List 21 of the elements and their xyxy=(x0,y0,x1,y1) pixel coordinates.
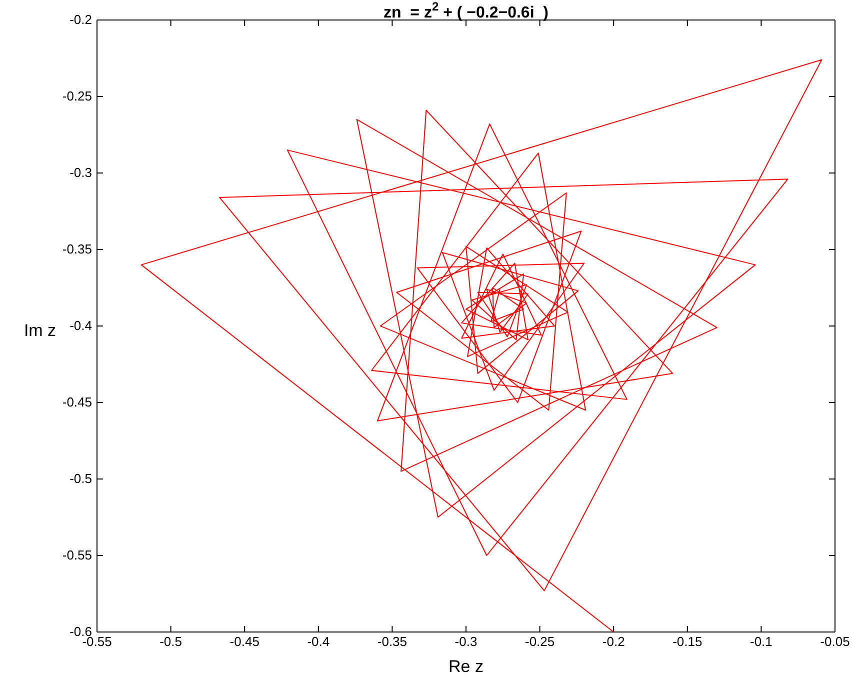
y-tick-label: -0.55 xyxy=(62,548,92,563)
x-tick-label: -0.35 xyxy=(377,634,408,650)
x-tick-label: -0.5 xyxy=(160,634,182,650)
y-tick-label: -0.2 xyxy=(70,12,92,28)
x-tick-label: -0.15 xyxy=(672,634,702,650)
x-tick-label: -0.25 xyxy=(524,634,555,650)
y-axis-title: Im z xyxy=(24,321,56,340)
x-tick-label: -0.05 xyxy=(820,634,850,650)
y-tick-label: -0.35 xyxy=(62,242,92,257)
y-tick-label: -0.4 xyxy=(70,318,92,334)
x-tick-label: -0.4 xyxy=(307,634,330,650)
x-tick-label: -0.2 xyxy=(602,634,625,650)
x-tick-label: -0.45 xyxy=(230,634,260,650)
y-tick-label: -0.25 xyxy=(62,88,92,104)
x-axis-title: Re z xyxy=(448,657,484,676)
x-tick-label: -0.3 xyxy=(454,634,478,650)
line-series xyxy=(140,59,822,632)
y-tick-label: -0.3 xyxy=(70,165,92,180)
x-tick-label: -0.1 xyxy=(750,634,772,650)
y-tick-label: -0.5 xyxy=(70,471,92,486)
y-tick-label: -0.45 xyxy=(62,394,92,410)
